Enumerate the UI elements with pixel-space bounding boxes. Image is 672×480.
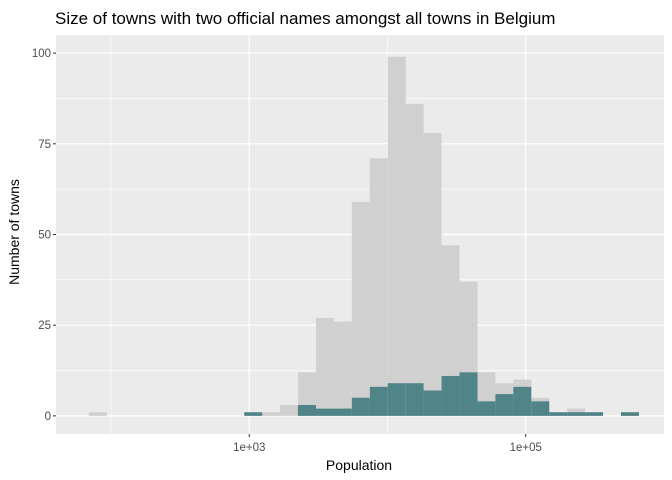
histogram-bar (513, 386, 532, 416)
histogram-bar (333, 321, 352, 416)
y-tick-label: 50 (38, 230, 51, 242)
x-tick-label: 1e+05 (510, 442, 542, 454)
histogram-bar (369, 158, 388, 416)
histogram-bar (441, 245, 460, 416)
histogram-bar (423, 132, 442, 416)
histogram-bar (88, 412, 107, 416)
histogram-bar (531, 401, 550, 416)
y-tick-label: 100 (32, 48, 51, 60)
histogram-bar (333, 408, 352, 416)
histogram-bar (585, 412, 604, 416)
y-tick-label: 0 (45, 411, 51, 423)
histogram-bar (387, 56, 406, 416)
x-axis: 1e+03 1e+05 (233, 434, 542, 454)
histogram-bar (280, 404, 298, 416)
histogram-bar (244, 412, 263, 416)
histogram-bar (316, 408, 334, 416)
histogram-bar (351, 201, 370, 416)
histogram-bar (459, 372, 478, 416)
histogram-bar (262, 412, 281, 416)
histogram-bar (549, 412, 568, 416)
y-axis-title: Number of towns (6, 179, 22, 285)
histogram-bar (567, 412, 586, 416)
series-1 (244, 372, 639, 416)
histogram-bar (387, 383, 406, 416)
y-tick-label: 75 (38, 139, 51, 151)
x-tick-label: 1e+03 (233, 442, 265, 454)
histogram-bar (351, 397, 370, 416)
histogram-bar (441, 375, 460, 416)
y-axis: 0 25 50 75 100 (32, 48, 56, 423)
histogram-bar (477, 401, 496, 416)
chart-title: Size of towns with two official names am… (55, 9, 555, 28)
histogram-bars (88, 56, 639, 416)
histogram-bar (369, 386, 388, 416)
histogram-bar (405, 383, 424, 416)
x-axis-title: Population (326, 457, 392, 473)
y-tick-label: 25 (38, 320, 51, 332)
histogram-bar (423, 390, 442, 416)
histogram-bar (297, 404, 317, 416)
histogram-bar (316, 317, 334, 416)
histogram-bar (495, 394, 514, 416)
histogram-bar (405, 103, 424, 416)
histogram-bar (620, 412, 639, 416)
